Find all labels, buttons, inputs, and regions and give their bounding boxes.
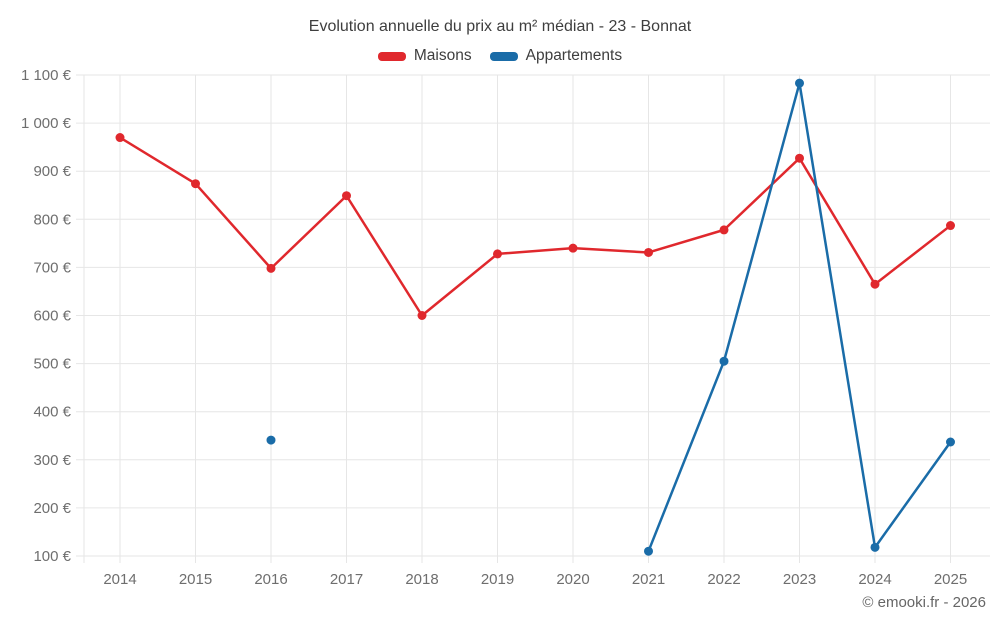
y-tick-label: 700 €: [33, 259, 71, 276]
copyright-notice: © emooki.fr - 2026: [862, 594, 986, 611]
data-point-maisons-2020[interactable]: [568, 243, 578, 253]
maisons-series-swatch-icon: [377, 51, 406, 61]
data-point-maisons-2015[interactable]: [191, 179, 200, 189]
y-tick-label: 600 €: [33, 308, 71, 325]
data-point-appartements-2016[interactable]: [266, 435, 276, 445]
legend-label-appartements: Appartements: [525, 47, 623, 64]
data-point-maisons-2022[interactable]: [719, 225, 729, 235]
y-tick-label: 1 000 €: [21, 115, 72, 132]
x-tick-label: 2022: [707, 571, 740, 588]
series-line-maisons: [118, 136, 952, 317]
chart-title: Evolution annuelle du prix au m² médian …: [308, 18, 692, 35]
y-tick-label: 300 €: [33, 452, 71, 469]
data-point-maisons-2021[interactable]: [644, 247, 653, 257]
x-tick-label: 2023: [783, 571, 816, 588]
data-point-appartements-2024[interactable]: [870, 542, 880, 552]
x-tick-label: 2024: [858, 571, 891, 588]
x-tick-label: 2019: [481, 571, 514, 588]
x-tick-label: 2025: [934, 571, 967, 588]
x-tick-label: 2018: [405, 571, 438, 588]
data-point-maisons-2018[interactable]: [417, 311, 427, 320]
x-tick-label: 2020: [556, 571, 589, 588]
appartements-series-swatch-icon: [489, 51, 518, 61]
y-tick-label: 400 €: [33, 404, 71, 421]
data-point-appartements-2025[interactable]: [946, 437, 955, 447]
legend-item-maisons[interactable]: Maisons: [377, 47, 472, 65]
data-point-appartements-2023[interactable]: [795, 78, 804, 88]
data-point-appartements-2021[interactable]: [644, 546, 653, 556]
data-point-maisons-2016[interactable]: [266, 263, 276, 273]
data-point-maisons-2023[interactable]: [795, 153, 804, 163]
y-tick-label: 200 €: [33, 500, 71, 517]
y-tick-label: 1 100 €: [21, 67, 72, 84]
y-tick-label: 900 €: [33, 163, 71, 180]
y-tick-label: 500 €: [33, 356, 71, 373]
data-point-maisons-2024[interactable]: [870, 279, 880, 289]
data-point-maisons-2019[interactable]: [493, 249, 502, 259]
legend-label-maisons: Maisons: [413, 47, 472, 64]
x-tick-label: 2015: [179, 571, 212, 588]
x-tick-label: 2014: [103, 571, 136, 588]
legend-item-appartements[interactable]: Appartements: [489, 47, 623, 65]
data-point-maisons-2025[interactable]: [946, 221, 955, 231]
legend: Maisons Appartements: [0, 47, 1000, 65]
data-point-maisons-2017[interactable]: [342, 191, 351, 201]
data-point-maisons-2014[interactable]: [115, 133, 125, 143]
y-tick-label: 800 €: [33, 211, 71, 228]
x-tick-label: 2021: [632, 571, 665, 588]
y-tick-label: 100 €: [33, 548, 71, 565]
x-tick-label: 2016: [254, 571, 287, 588]
x-tick-label: 2017: [330, 571, 363, 588]
data-point-appartements-2022[interactable]: [719, 356, 729, 366]
